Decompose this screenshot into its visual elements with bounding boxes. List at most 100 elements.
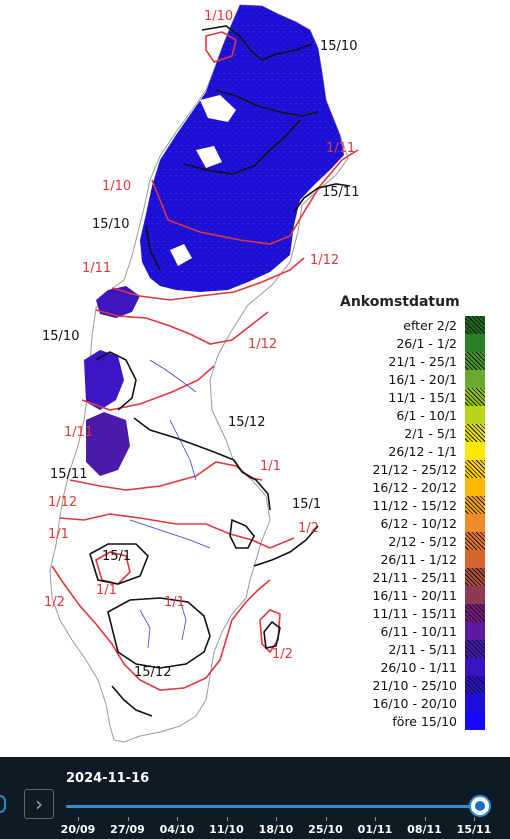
legend-item-label: efter 2/2	[403, 318, 457, 333]
sweden-snow-map	[49, 4, 359, 743]
legend-swatch	[465, 622, 485, 640]
legend-item-label: 2/1 - 5/1	[404, 426, 457, 441]
legend-swatch	[465, 352, 485, 370]
contour-label: 15/12	[228, 415, 266, 430]
legend-item-label: före 15/10	[392, 714, 457, 729]
timeline-tick-mark	[375, 817, 376, 821]
legend-item: 21/1 - 25/1	[340, 352, 485, 370]
contour-label: 15/10	[92, 217, 130, 232]
legend-item: 2/11 - 5/11	[340, 640, 485, 658]
timeline-tick-label[interactable]: 18/10	[258, 823, 294, 836]
legend-item: 6/12 - 10/12	[340, 514, 485, 532]
legend-item-label: 16/1 - 20/1	[388, 372, 457, 387]
legend-item-label: 21/1 - 25/1	[388, 354, 457, 369]
legend-item-label: 16/12 - 20/12	[372, 480, 457, 495]
legend-item: efter 2/2	[340, 316, 485, 334]
contour-label: 1/2	[272, 647, 293, 662]
contour-label: 1/1	[260, 459, 281, 474]
legend-swatch	[465, 694, 485, 712]
timeline-handle[interactable]	[469, 795, 491, 817]
legend-swatch	[465, 442, 485, 460]
contour-label: 1/11	[64, 425, 94, 440]
timeline-tick-mark	[276, 817, 277, 821]
timeline-tick-mark	[474, 817, 475, 821]
timeline-tick-mark	[226, 817, 228, 821]
timeline-tick-mark	[424, 817, 426, 821]
legend-swatch	[465, 676, 485, 694]
legend-item: 2/12 - 5/12	[340, 532, 485, 550]
timeline-tick-label[interactable]: 25/10	[308, 823, 343, 836]
legend-item-label: 2/12 - 5/12	[388, 534, 457, 549]
legend-swatch	[465, 370, 485, 388]
contour-label: 15/1	[102, 549, 132, 564]
legend-item: 16/10 - 20/10	[340, 694, 485, 712]
legend-swatch	[465, 424, 485, 442]
legend-item: 26/11 - 1/12	[340, 550, 485, 568]
bare-patch-2	[196, 146, 222, 168]
legend-swatch	[465, 514, 485, 532]
legend-item: 21/11 - 25/11	[340, 568, 485, 586]
legend-swatch	[465, 406, 485, 424]
legend-item-label: 2/11 - 5/11	[388, 642, 457, 657]
timeline-tick-label[interactable]: 04/10	[159, 823, 195, 836]
legend-item: 6/11 - 10/11	[340, 622, 485, 640]
legend-item: 26/10 - 1/11	[340, 658, 485, 676]
contour-label: 1/1	[164, 595, 185, 610]
current-date: 2024-11-16	[66, 771, 150, 786]
timeline-tick-label[interactable]: 01/11	[357, 823, 393, 836]
bare-patch-3	[170, 244, 192, 266]
legend-item-label: 11/12 - 15/12	[372, 498, 457, 513]
timeline-ticks: 20/09 27/09 04/10 11/10 18/10 25/10 01/11 08/11…	[0, 817, 510, 839]
legend-item: 21/12 - 25/12	[340, 460, 485, 478]
legend-swatch	[465, 604, 485, 622]
legend-item-label: 11/1 - 15/1	[388, 390, 457, 405]
timeline-tick-label[interactable]: 15/11	[456, 823, 492, 836]
legend-swatch	[465, 586, 485, 604]
legend-swatch	[465, 316, 485, 334]
contour-label: 1/12	[310, 253, 340, 268]
contour-label: 1/1	[48, 527, 69, 542]
snow-cover-west-3	[86, 412, 130, 476]
timeline-tick-mark	[325, 817, 327, 821]
legend-swatch	[465, 640, 485, 658]
contour-label: 1/2	[298, 521, 319, 536]
legend-item: 11/11 - 15/11	[340, 604, 485, 622]
timeline-track[interactable]	[66, 805, 480, 808]
legend-item: 2/1 - 5/1	[340, 424, 485, 442]
legend-title: Ankomstdatum	[340, 294, 460, 310]
snow-cover-north	[140, 5, 344, 292]
timeline-tick-label[interactable]: 08/11	[407, 823, 442, 836]
legend-item-label: 11/11 - 15/11	[372, 606, 457, 621]
timeline-tick-mark	[127, 817, 129, 821]
contour-label: 15/10	[320, 39, 358, 54]
timeline-bar: › 2024-11-16 20/09 27/09 04/10 11/10 18/10 25…	[0, 757, 510, 839]
legend-swatch	[465, 568, 485, 586]
contour-label: 1/10	[204, 9, 234, 24]
legend-item: 16/11 - 20/11	[340, 586, 485, 604]
timeline-tick-mark	[177, 817, 178, 821]
timeline-tick-label[interactable]: 20/09	[60, 823, 96, 836]
next-button[interactable]: ›	[24, 789, 54, 819]
legend-item: 21/10 - 25/10	[340, 676, 485, 694]
chevron-right-icon: ›	[35, 792, 43, 816]
black-contours	[89, 25, 351, 717]
contour-label: 1/11	[82, 261, 112, 276]
legend-item: 6/1 - 10/1	[340, 406, 485, 424]
timeline-tick-label[interactable]: 27/09	[110, 823, 145, 836]
legend-item-label: 26/11 - 1/12	[380, 552, 457, 567]
legend-swatch	[465, 496, 485, 514]
legend-item-label: 6/12 - 10/12	[380, 516, 457, 531]
legend-item-label: 26/10 - 1/11	[380, 660, 457, 675]
legend-item: 26/12 - 1/1	[340, 442, 485, 460]
contour-label: 15/10	[42, 329, 80, 344]
legend-swatch	[465, 460, 485, 478]
contour-label: 1/1	[96, 583, 117, 598]
contour-label: 1/10	[102, 179, 132, 194]
legend-swatch	[465, 334, 485, 352]
timeline-tick-label[interactable]: 11/10	[209, 823, 244, 836]
legend-item: 26/1 - 1/2	[340, 334, 485, 352]
legend-item-label: 21/12 - 25/12	[372, 462, 457, 477]
legend-swatch	[465, 550, 485, 568]
legend-swatch	[465, 658, 485, 676]
play-button-edge[interactable]	[0, 795, 6, 813]
